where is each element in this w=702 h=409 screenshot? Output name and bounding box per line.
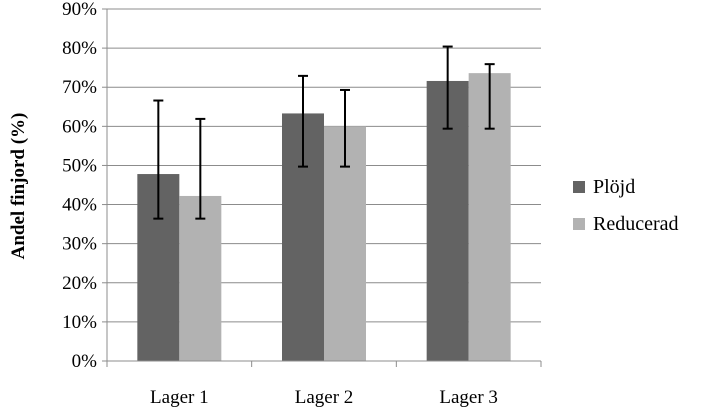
legend-swatch — [573, 181, 585, 193]
y-tick-label: 70% — [62, 77, 97, 98]
legend-swatch — [573, 218, 585, 230]
y-axis-label: Andel finjord (%) — [8, 113, 29, 260]
y-tick-labels: 0% 10% 20% 30% 40% 50% 60% 70% 80% 90% — [62, 0, 97, 372]
error-bars — [153, 45, 495, 220]
y-tick-label: 80% — [62, 38, 97, 59]
legend-label: Reducerad — [593, 213, 679, 235]
x-tick-label: Lager 1 — [150, 387, 209, 408]
legend-label: Plöjd — [593, 176, 635, 198]
y-tick-label: 20% — [62, 273, 97, 294]
x-tick-labels: Lager 1 Lager 2 Lager 3 — [150, 387, 498, 408]
bar — [179, 195, 222, 361]
axes — [102, 8, 542, 367]
y-tick-label: 30% — [62, 234, 97, 255]
y-tick-label: 40% — [62, 195, 97, 216]
y-tick-label: 0% — [72, 351, 98, 372]
y-tick-label: 10% — [62, 312, 97, 333]
legend: Plöjd Reducerad — [573, 176, 679, 235]
y-tick-label: 50% — [62, 155, 97, 176]
y-tick-label: 60% — [62, 116, 97, 137]
bars — [137, 73, 511, 362]
x-tick-label: Lager 2 — [295, 387, 354, 408]
y-tick-label: 90% — [62, 0, 97, 20]
x-tick-label: Lager 3 — [439, 387, 498, 408]
